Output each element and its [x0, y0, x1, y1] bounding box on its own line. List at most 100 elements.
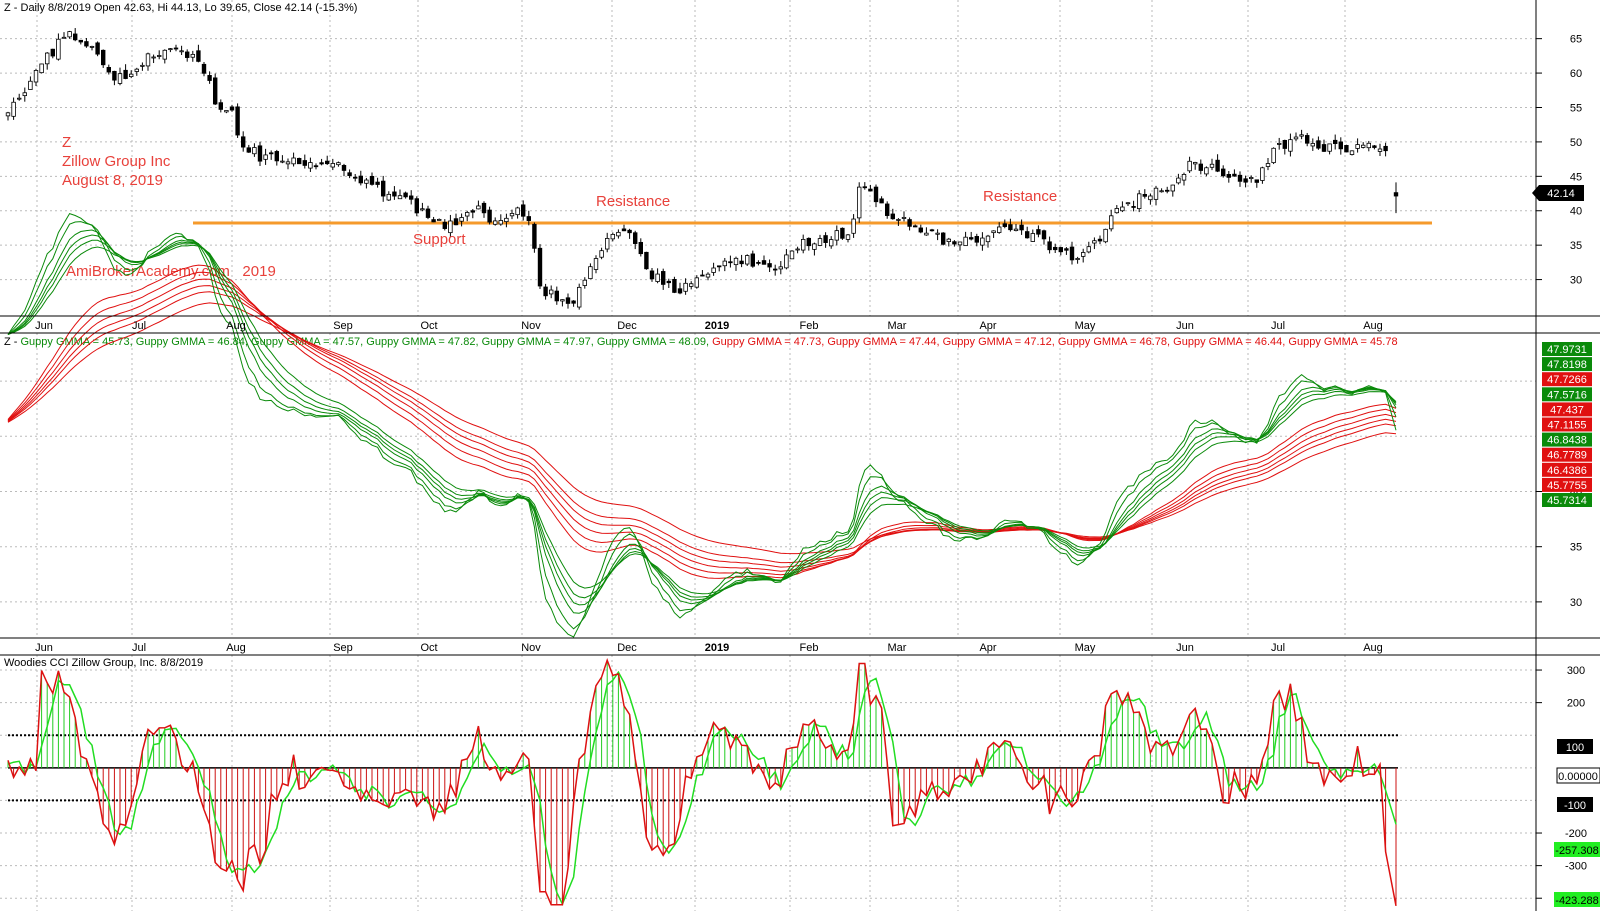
candle-body [1148, 195, 1153, 201]
month-label: Apr [979, 320, 996, 332]
candle-body [1041, 230, 1047, 240]
candle-body [1372, 145, 1377, 148]
gmma-header-item: Guppy GMMA = 47.44, [827, 336, 942, 348]
candle-body [694, 277, 699, 288]
gmma-tick-label: 35 [1570, 542, 1582, 554]
cci-lines [7, 658, 1397, 906]
candle-body [823, 235, 828, 243]
candle-body [644, 251, 649, 270]
candle-body [73, 33, 78, 41]
cci-tick-label: -200 [1565, 828, 1587, 840]
candle-body [901, 216, 907, 219]
candle-body [392, 191, 397, 197]
month-label: Feb [800, 642, 819, 654]
candle-body [991, 230, 996, 234]
gmma-line [7, 264, 1397, 579]
month-label: Jun [1176, 642, 1194, 654]
candle-body [151, 56, 156, 59]
month-label: Jul [132, 642, 146, 654]
gmma-badge-box [1542, 342, 1592, 356]
last-price-badge: 42.14 [1532, 185, 1584, 201]
gmma-badge-label: 45.7755 [1547, 480, 1587, 492]
candle-body [929, 229, 935, 232]
candle-body [845, 234, 851, 240]
candle-body [778, 266, 783, 270]
month-label: May [1075, 642, 1096, 654]
candle-body [1349, 150, 1355, 155]
candle-body [806, 237, 811, 247]
candle-body [235, 106, 240, 136]
candle-body [128, 73, 134, 78]
candle-body [1170, 184, 1175, 192]
gmma-tick-label: 30 [1570, 597, 1582, 609]
candle-body [621, 228, 627, 232]
candle-body [117, 73, 123, 84]
candle-body [386, 193, 391, 201]
candle-body [963, 236, 968, 247]
candle-body [420, 208, 425, 211]
candle-body [330, 163, 335, 168]
candle-body [1013, 228, 1019, 232]
month-label: Jul [132, 320, 146, 332]
candle-body [173, 47, 179, 50]
cci-badge-zero: 0.00000 [1558, 771, 1598, 783]
candle-body [599, 250, 604, 258]
cci-tick-label: 300 [1567, 665, 1585, 677]
gmma-lines [7, 212, 1397, 638]
candle-body [571, 300, 576, 304]
svg-text:42.14: 42.14 [1547, 188, 1575, 200]
gmma-badge-box [1542, 493, 1592, 507]
candle-body [946, 238, 951, 242]
candle-body [515, 207, 520, 216]
candle-body [1327, 143, 1332, 152]
candle-body [952, 241, 957, 245]
candle-body [229, 106, 235, 111]
gmma-header-item: Guppy GMMA = 48.09, [597, 336, 712, 348]
candle-body [554, 290, 559, 302]
gmma-header-item: Guppy GMMA = 46.84, [136, 336, 251, 348]
candle-body [324, 160, 330, 165]
candle-body [358, 175, 363, 184]
candle-body [1377, 148, 1383, 152]
candle-body [1131, 206, 1136, 208]
candle-body [1321, 144, 1327, 152]
candle-body [39, 63, 44, 74]
candle-body [1383, 145, 1388, 152]
candle-body [470, 210, 475, 213]
month-label: Oct [420, 320, 437, 332]
month-label: Jul [1271, 642, 1285, 654]
candle-body [655, 273, 660, 282]
gmma-header: Z - Guppy GMMA = 45.73, Guppy GMMA = 46.… [4, 336, 1398, 348]
candle-body [582, 279, 587, 286]
candle-body [756, 261, 761, 264]
candle-body [532, 223, 537, 249]
candle-body [1271, 147, 1276, 164]
gmma-x-axis-labels: Jun Jul Aug Sep Oct Nov Dec 2019 Feb Mar Apr May Jun… [35, 642, 1383, 654]
candle-body [605, 238, 610, 250]
month-label: 2019 [705, 642, 729, 654]
candle-body [862, 186, 867, 189]
candle-body [873, 186, 879, 203]
price-y-axis: 65 60 55 50 45 40 35 30 [1536, 34, 1582, 287]
candle-body [1069, 246, 1075, 261]
cci-badge-plus100: 100 [1566, 742, 1584, 754]
candle-body [5, 112, 11, 117]
candle-body [812, 243, 817, 250]
candle-body [464, 212, 470, 217]
candle-body [268, 152, 274, 155]
candle-body [588, 266, 593, 280]
candle-body [1092, 240, 1097, 244]
month-label: Aug [1363, 320, 1383, 332]
cci-tick-label: 200 [1567, 698, 1585, 710]
candle-body [22, 92, 27, 97]
month-label: Jun [1176, 320, 1194, 332]
candle-body [1260, 167, 1265, 181]
month-label: Aug [1363, 642, 1383, 654]
gmma-header-prefix: Z - [4, 336, 21, 348]
cci-tick-label: -300 [1565, 861, 1587, 873]
candle-body [504, 217, 509, 223]
gmma-badge-label: 46.8438 [1547, 435, 1587, 447]
candle-body [829, 239, 834, 247]
gmma-badge-label: 47.8198 [1547, 359, 1587, 371]
